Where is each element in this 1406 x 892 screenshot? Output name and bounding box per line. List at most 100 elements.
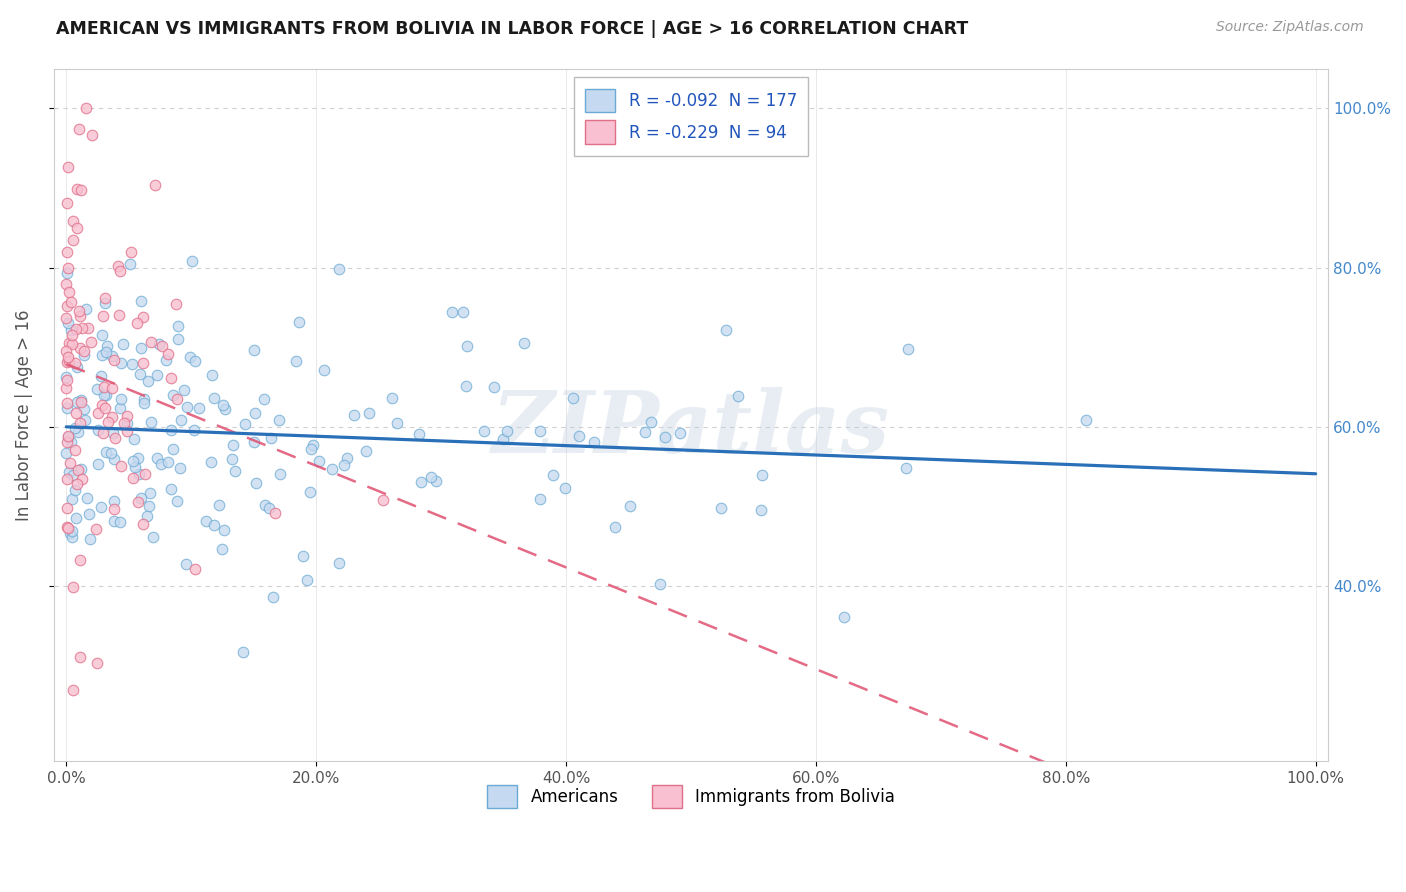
Point — [159, 482, 181, 496]
Point — [55, 277, 77, 292]
Point — [91, 310, 114, 324]
Point — [582, 434, 605, 449]
Point — [495, 424, 517, 438]
Point — [62, 234, 84, 248]
Point — [482, 380, 505, 394]
Point — [267, 413, 290, 427]
Point — [56, 521, 79, 535]
Point — [127, 495, 149, 509]
Point — [381, 391, 404, 405]
Point — [201, 368, 224, 383]
Point — [456, 339, 478, 353]
Point — [170, 413, 193, 427]
Point — [166, 392, 188, 407]
Point — [70, 393, 93, 408]
Point — [62, 683, 84, 698]
Point — [139, 415, 162, 429]
Point — [86, 423, 108, 437]
Point — [232, 645, 254, 659]
Point — [134, 467, 156, 482]
Point — [160, 370, 183, 384]
Point — [108, 515, 131, 529]
Point — [70, 321, 93, 335]
Point — [284, 353, 307, 368]
Point — [115, 424, 138, 438]
Point — [188, 401, 211, 415]
Point — [714, 322, 737, 336]
Point — [56, 396, 79, 410]
Point — [212, 524, 235, 538]
Point — [103, 514, 125, 528]
Text: ZIPatlas: ZIPatlas — [492, 387, 890, 470]
Point — [63, 421, 86, 435]
Point — [56, 355, 79, 369]
Point — [160, 423, 183, 437]
Point — [139, 334, 162, 349]
Point — [472, 424, 495, 438]
Point — [832, 610, 855, 624]
Point — [80, 334, 103, 349]
Point — [65, 483, 87, 497]
Point — [58, 161, 80, 175]
Text: AMERICAN VS IMMIGRANTS FROM BOLIVIA IN LABOR FORCE | AGE > 16 CORRELATION CHART: AMERICAN VS IMMIGRANTS FROM BOLIVIA IN L… — [56, 20, 969, 37]
Point — [233, 417, 256, 431]
Point — [321, 462, 343, 476]
Point — [253, 392, 276, 407]
Point — [492, 432, 515, 446]
Point — [554, 481, 576, 495]
Point — [79, 508, 101, 522]
Point — [371, 492, 394, 507]
Point — [1074, 413, 1097, 427]
Point — [129, 341, 152, 355]
Point — [269, 467, 291, 481]
Point — [127, 451, 149, 466]
Point — [55, 370, 77, 384]
Point — [124, 459, 146, 474]
Point — [568, 429, 591, 443]
Point — [60, 336, 83, 351]
Point — [129, 491, 152, 506]
Point — [91, 425, 114, 440]
Point — [112, 416, 135, 430]
Point — [60, 294, 83, 309]
Point — [420, 470, 443, 484]
Point — [86, 383, 108, 397]
Point — [104, 431, 127, 445]
Point — [60, 530, 83, 544]
Point — [260, 431, 283, 445]
Point — [166, 318, 188, 333]
Point — [58, 285, 80, 299]
Point — [134, 392, 156, 407]
Point — [112, 337, 135, 351]
Point — [125, 316, 148, 330]
Point — [58, 354, 80, 368]
Point — [669, 426, 692, 441]
Point — [58, 466, 80, 480]
Point — [93, 380, 115, 394]
Point — [409, 475, 432, 489]
Point — [135, 509, 157, 524]
Point — [66, 477, 89, 491]
Point — [107, 260, 129, 274]
Point — [619, 499, 641, 513]
Point — [69, 417, 91, 431]
Point — [77, 321, 100, 335]
Point — [166, 494, 188, 508]
Point — [243, 406, 266, 420]
Point — [103, 452, 125, 467]
Point — [179, 350, 201, 364]
Point — [298, 485, 321, 500]
Point — [94, 388, 117, 402]
Point — [425, 474, 447, 488]
Point — [634, 425, 657, 439]
Point — [162, 388, 184, 402]
Point — [129, 367, 152, 381]
Point — [110, 392, 132, 406]
Point — [87, 457, 110, 471]
Point — [122, 433, 145, 447]
Point — [132, 517, 155, 532]
Point — [529, 491, 551, 506]
Point — [454, 379, 477, 393]
Point — [167, 333, 190, 347]
Point — [55, 311, 77, 326]
